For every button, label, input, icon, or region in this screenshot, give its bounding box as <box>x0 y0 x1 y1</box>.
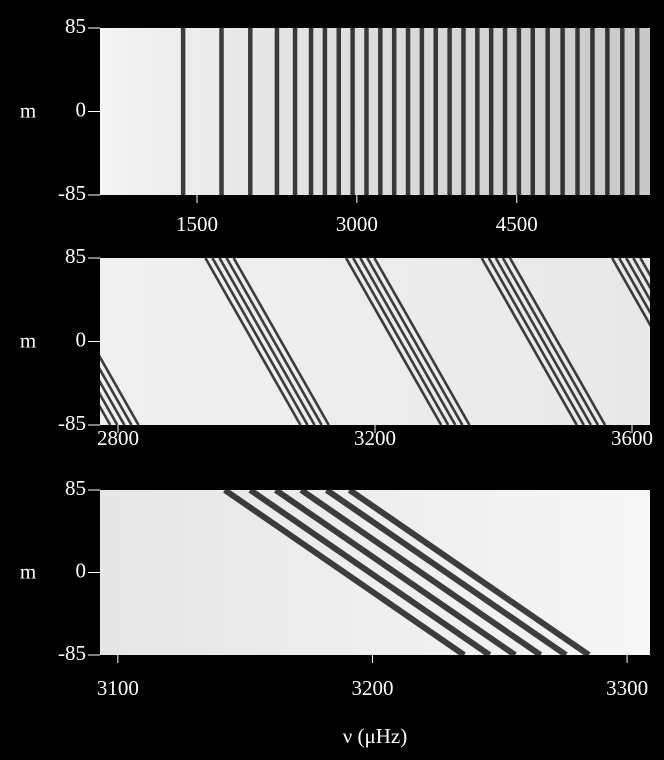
y-axis-label: m <box>20 98 36 122</box>
ridge <box>225 258 323 425</box>
ridge <box>204 258 302 425</box>
ridge <box>625 258 650 303</box>
ridge <box>494 258 593 425</box>
ridges <box>180 28 640 195</box>
ridge <box>610 258 650 328</box>
y-axis-label: m <box>20 328 36 352</box>
y-tick-label: -85 <box>58 181 86 205</box>
ridge <box>359 258 457 425</box>
ridge <box>632 258 650 290</box>
ridge <box>373 258 471 425</box>
ridge <box>352 258 450 425</box>
x-tick-label: 3000 <box>336 212 378 236</box>
ridges <box>223 490 591 655</box>
ridge <box>324 490 568 655</box>
ridge <box>366 258 464 425</box>
ridge <box>100 391 119 425</box>
y-tick-label: 0 <box>76 558 87 582</box>
ridge <box>344 258 443 425</box>
ridge <box>232 258 330 425</box>
ridge <box>508 258 607 425</box>
y-tick-label: -85 <box>58 641 86 665</box>
ridge <box>100 379 126 425</box>
ridge <box>480 258 578 425</box>
ridge <box>223 490 466 655</box>
y-tick-label: 85 <box>65 476 86 500</box>
ridge <box>501 258 600 425</box>
x-tick-label: 3200 <box>354 426 396 450</box>
ridge <box>218 258 316 425</box>
y-tick-label: -85 <box>58 411 86 435</box>
ridges <box>100 258 650 425</box>
x-axis-label: ν (μHz) <box>343 724 407 748</box>
x-tick-label: 3200 <box>351 676 393 700</box>
y-tick-label: 85 <box>65 244 86 268</box>
ridge <box>273 490 517 655</box>
x-tick-label: 3600 <box>611 426 653 450</box>
ridge <box>100 367 133 425</box>
ridge <box>487 258 585 425</box>
y-tick-label: 0 <box>76 327 87 351</box>
y-tick-label: 85 <box>65 14 86 38</box>
ridge <box>618 258 650 315</box>
x-tick-label: 1500 <box>176 212 218 236</box>
ridge <box>248 490 492 655</box>
ridge <box>347 490 591 655</box>
x-tick-label: 2800 <box>97 426 139 450</box>
x-tick-label: 4500 <box>496 212 538 236</box>
ridge <box>100 354 140 425</box>
x-tick-label: 3100 <box>97 676 139 700</box>
y-axis-label: m <box>20 559 36 583</box>
ridge <box>211 258 309 425</box>
ridge <box>299 490 543 655</box>
plot-area <box>100 28 650 195</box>
y-tick-label: 0 <box>76 97 87 121</box>
x-tick-label: 3300 <box>606 676 648 700</box>
